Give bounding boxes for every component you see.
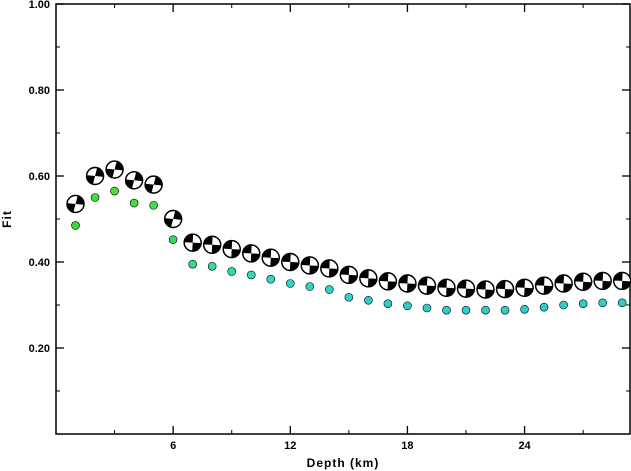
fit-dot <box>266 274 276 284</box>
y-tick-label: 0.20 <box>29 343 50 355</box>
fit-dot <box>598 298 607 308</box>
fit-dot <box>188 259 197 269</box>
fit-dot <box>168 235 178 244</box>
fit-dot <box>344 292 354 302</box>
x-tick-label: 12 <box>284 440 296 452</box>
fit-dot <box>305 282 315 291</box>
fit-dot <box>149 200 158 210</box>
y-axis-ticks: 0.20 0.40 0.60 0.80 1.00 <box>29 0 630 392</box>
beachball-icon <box>612 271 631 291</box>
beachball-icon <box>66 194 85 214</box>
y-axis-title: Fit <box>0 210 14 228</box>
fit-dot <box>578 299 588 309</box>
beachball-icon <box>124 171 144 190</box>
fit-dot <box>90 193 100 202</box>
beachball-icon <box>183 233 202 252</box>
beachball-icon <box>281 252 300 272</box>
beachball-icon <box>339 265 359 285</box>
beachball-icon <box>495 279 515 299</box>
fit-dot <box>481 305 490 315</box>
beachball-icon <box>300 256 320 275</box>
fit-dot <box>227 267 237 276</box>
fit-dot <box>110 186 119 196</box>
fit-dot <box>520 304 529 314</box>
beachball-icon <box>534 276 554 295</box>
beachball-icon <box>85 166 105 186</box>
fit-dot <box>364 295 373 305</box>
fit-dot <box>539 302 549 312</box>
beachball-icon <box>593 271 612 291</box>
beachball-icon <box>105 160 124 179</box>
x-tick-label: 24 <box>518 440 531 452</box>
beachball-icon <box>222 239 241 259</box>
beachball-icon <box>261 248 280 267</box>
beachball-icon <box>573 272 593 291</box>
beachball-icon <box>554 274 573 293</box>
fit-dot <box>422 303 432 313</box>
fit-dot <box>325 285 334 294</box>
x-axis-ticks: 6 12 18 24 <box>114 4 584 452</box>
beachball-icon <box>163 209 183 229</box>
beachball-icon <box>437 278 456 297</box>
fit-dot <box>617 298 627 308</box>
fit-dot <box>403 301 412 311</box>
beachball-icon <box>476 280 495 299</box>
beachball-icon <box>456 279 476 298</box>
x-tick-label: 18 <box>401 440 413 452</box>
beachball-icon <box>515 278 534 297</box>
fit-dot <box>71 221 80 230</box>
fit-dot <box>500 305 510 315</box>
beachball-icon <box>320 259 339 278</box>
fit-dot <box>442 305 451 315</box>
fit-dot <box>559 300 568 310</box>
beachball-icon <box>398 274 417 293</box>
fit-dot <box>129 198 139 208</box>
beachball-icon <box>202 235 222 255</box>
fit-dots-series <box>71 186 627 315</box>
beachball-icon <box>242 244 261 263</box>
y-tick-label: 1.00 <box>29 0 50 11</box>
fit-dot <box>246 270 256 280</box>
beachball-icon <box>359 269 378 288</box>
y-tick-label: 0.80 <box>29 85 50 97</box>
beachball-icon <box>144 175 163 194</box>
plot-frame <box>55 3 631 435</box>
beachball-icon <box>378 272 398 291</box>
fit-dot <box>285 279 295 288</box>
fit-dot <box>207 261 217 271</box>
x-tick-label: 6 <box>170 440 176 452</box>
fit-dot <box>461 305 471 315</box>
beachball-icon <box>417 276 437 295</box>
x-axis-title: Depth (km) <box>307 456 380 470</box>
mechanism-beachball-series <box>66 160 631 299</box>
y-tick-label: 0.40 <box>29 257 50 269</box>
y-tick-label: 0.60 <box>29 171 50 183</box>
fit-dot <box>383 299 393 309</box>
